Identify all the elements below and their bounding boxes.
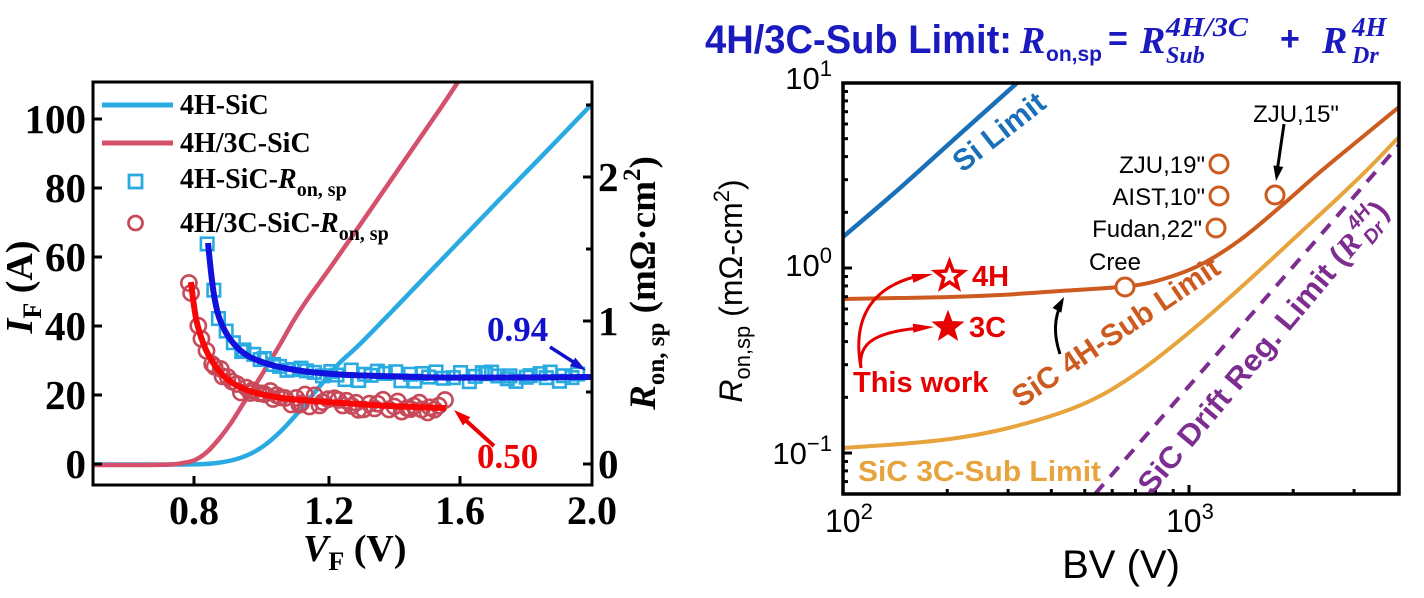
svg-text:4H/3C-Sub Limit:: 4H/3C-Sub Limit: [705,18,1012,62]
svg-text:100: 100 [25,96,87,142]
svg-text:AIST,10": AIST,10" [1112,184,1205,211]
svg-text:BV (V): BV (V) [1062,543,1180,587]
svg-text:0: 0 [66,441,87,487]
svg-text:3C: 3C [969,312,1006,344]
svg-text:SiC 3C-Sub Limit: SiC 3C-Sub Limit [858,456,1101,488]
svg-text:VF (V): VF (V) [303,528,407,576]
svg-text:40: 40 [45,303,86,349]
svg-text:R: R [1321,20,1347,62]
svg-text:Cree: Cree [1089,249,1141,276]
svg-text:0.50: 0.50 [477,437,538,476]
svg-text:0.94: 0.94 [487,310,548,349]
svg-text:ZJU,15": ZJU,15" [1253,101,1339,128]
svg-text:R: R [1019,20,1045,62]
svg-text:+: + [1280,20,1300,58]
svg-text:1.6: 1.6 [435,488,485,533]
svg-text:IF (A): IF (A) [0,241,47,335]
svg-text:Sub: Sub [1166,43,1205,69]
svg-text:4H/3C: 4H/3C [1165,12,1249,42]
svg-text:60: 60 [45,234,86,280]
svg-text:102: 102 [825,499,873,539]
svg-text:2: 2 [598,154,619,200]
svg-text:80: 80 [45,165,86,211]
svg-text:This work: This work [853,367,989,399]
svg-text:on,sp: on,sp [1046,43,1102,66]
svg-text:4H/3C-SiC: 4H/3C-SiC [180,128,311,159]
svg-text:Ron, sp (mΩ·cm2): Ron, sp (mΩ·cm2) [619,156,670,411]
svg-text:4H: 4H [972,261,1009,293]
svg-text:R: R [1139,20,1165,62]
svg-text:4H-SiC-Ron, sp: 4H-SiC-Ron, sp [180,164,347,201]
svg-text:4H-SiC: 4H-SiC [180,90,269,121]
svg-text:Dr: Dr [1351,43,1379,69]
svg-text:20: 20 [45,372,86,418]
svg-text:10−1: 10−1 [772,431,832,471]
svg-text:0: 0 [598,441,619,487]
svg-text:=: = [1108,20,1128,58]
svg-text:Fudan,22": Fudan,22" [1092,216,1202,243]
svg-text:1.2: 1.2 [304,488,354,533]
svg-text:Ron,sp (mΩ-cm2): Ron,sp (mΩ-cm2) [709,179,755,402]
svg-text:0.8: 0.8 [169,488,219,533]
svg-text:4H: 4H [1351,12,1388,42]
svg-text:103: 103 [1166,499,1214,539]
svg-text:ZJU,19": ZJU,19" [1119,152,1205,179]
svg-text:2.0: 2.0 [567,488,617,533]
svg-text:1: 1 [598,298,619,344]
